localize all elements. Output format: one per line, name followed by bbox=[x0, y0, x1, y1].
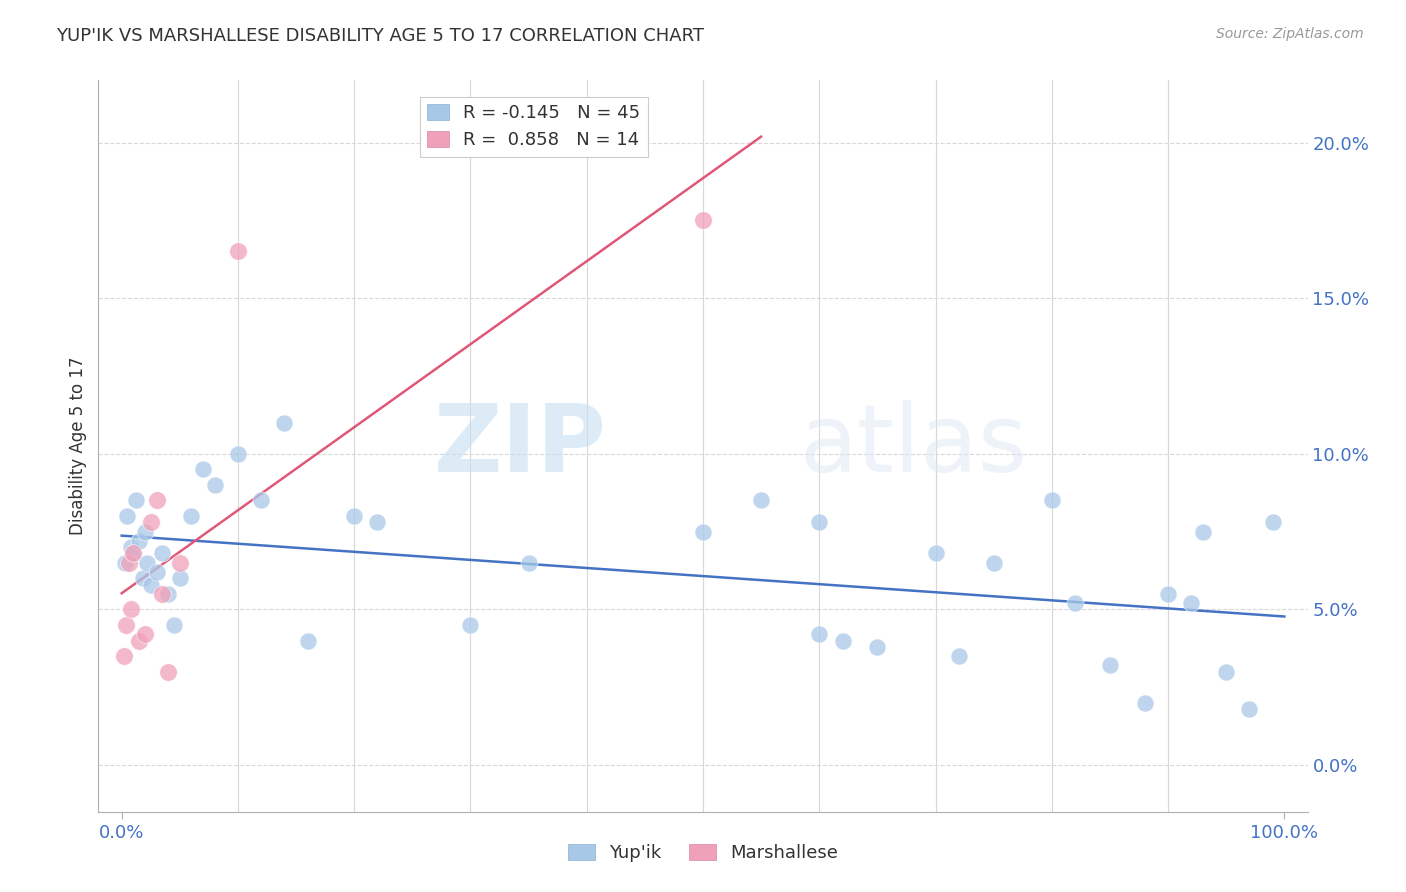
Point bbox=[749, 493, 772, 508]
Point bbox=[150, 546, 173, 560]
Point bbox=[692, 524, 714, 539]
Point bbox=[366, 515, 388, 529]
Point bbox=[150, 587, 173, 601]
Point bbox=[866, 640, 889, 654]
Point bbox=[1192, 524, 1215, 539]
Point bbox=[115, 618, 138, 632]
Point bbox=[1261, 515, 1284, 529]
Point bbox=[157, 665, 180, 679]
Point bbox=[460, 618, 482, 632]
Point bbox=[128, 633, 150, 648]
Point bbox=[145, 565, 167, 579]
Point bbox=[180, 509, 202, 524]
Point bbox=[157, 587, 180, 601]
Point bbox=[120, 540, 142, 554]
Point bbox=[297, 633, 319, 648]
Point bbox=[226, 447, 249, 461]
Point bbox=[145, 493, 167, 508]
Point bbox=[191, 462, 214, 476]
Point bbox=[163, 618, 186, 632]
Point bbox=[1064, 596, 1087, 610]
Point bbox=[343, 509, 366, 524]
Point bbox=[924, 546, 946, 560]
Point bbox=[1133, 696, 1156, 710]
Text: YUP'IK VS MARSHALLESE DISABILITY AGE 5 TO 17 CORRELATION CHART: YUP'IK VS MARSHALLESE DISABILITY AGE 5 T… bbox=[56, 27, 704, 45]
Point bbox=[112, 649, 135, 664]
Point bbox=[204, 478, 226, 492]
Point bbox=[117, 509, 139, 524]
Point bbox=[124, 493, 146, 508]
Point bbox=[120, 602, 142, 616]
Point bbox=[128, 533, 150, 548]
Text: atlas: atlas bbox=[800, 400, 1028, 492]
Point bbox=[1157, 587, 1180, 601]
Point bbox=[808, 515, 831, 529]
Point bbox=[1180, 596, 1202, 610]
Y-axis label: Disability Age 5 to 17: Disability Age 5 to 17 bbox=[69, 357, 87, 535]
Point bbox=[131, 571, 153, 585]
Point bbox=[226, 244, 249, 259]
Point bbox=[139, 515, 162, 529]
Point bbox=[122, 546, 145, 560]
Point bbox=[118, 556, 141, 570]
Point bbox=[169, 556, 191, 570]
Point bbox=[134, 627, 156, 641]
Point bbox=[139, 577, 162, 591]
Point bbox=[831, 633, 853, 648]
Text: Source: ZipAtlas.com: Source: ZipAtlas.com bbox=[1216, 27, 1364, 41]
Point bbox=[517, 556, 540, 570]
Text: ZIP: ZIP bbox=[433, 400, 606, 492]
Point bbox=[1040, 493, 1063, 508]
Point bbox=[114, 556, 136, 570]
Point bbox=[169, 571, 191, 585]
Point bbox=[273, 416, 295, 430]
Point bbox=[122, 546, 145, 560]
Point bbox=[983, 556, 1005, 570]
Point bbox=[692, 213, 714, 227]
Point bbox=[1239, 702, 1261, 716]
Point bbox=[948, 649, 970, 664]
Point bbox=[136, 556, 159, 570]
Point bbox=[1098, 658, 1121, 673]
Point bbox=[134, 524, 156, 539]
Legend: Yup'ik, Marshallese: Yup'ik, Marshallese bbox=[561, 837, 845, 870]
Legend: R = -0.145   N = 45, R =  0.858   N = 14: R = -0.145 N = 45, R = 0.858 N = 14 bbox=[420, 96, 648, 157]
Point bbox=[1215, 665, 1237, 679]
Point bbox=[808, 627, 831, 641]
Point bbox=[250, 493, 273, 508]
